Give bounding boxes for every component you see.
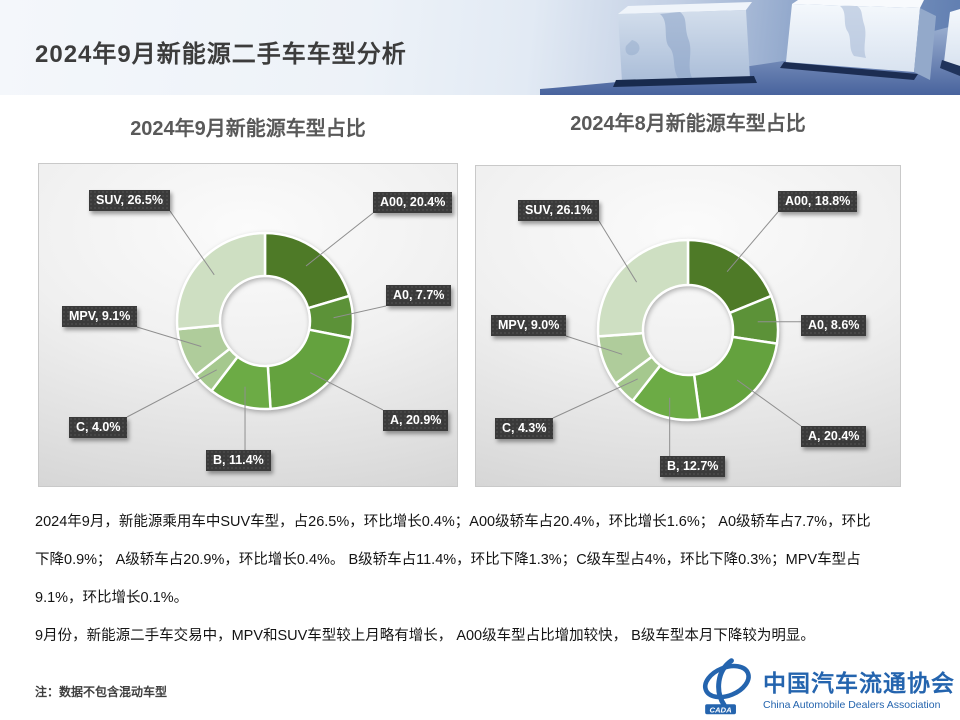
- slice-callout-C: C, 4.0%: [69, 417, 128, 438]
- cube-3: [940, 9, 960, 76]
- donut-slice-A00: [263, 231, 351, 310]
- chart-title-august: 2024年8月新能源车型占比: [570, 113, 806, 135]
- floor-shape: [540, 24, 960, 95]
- leader-line-C: [126, 369, 218, 418]
- leader-line-A00: [305, 212, 374, 267]
- cada-logo-mark-icon: CADA: [702, 658, 751, 714]
- footnote: 注：数据不包含混动车型: [35, 685, 168, 699]
- donut-slice-SUV: [175, 231, 267, 331]
- leader-line-SUV: [598, 220, 638, 283]
- slice-callout-A0: A0, 7.7%: [386, 285, 452, 306]
- leader-line-C: [552, 378, 638, 419]
- analysis-text: 2024年9月，新能源乘用车中SUV车型，占26.5%，环比增长0.4%；A00…: [35, 503, 937, 655]
- slice-callout-MPV: MPV, 9.0%: [491, 315, 567, 336]
- slice-callout-A: A, 20.9%: [383, 410, 449, 431]
- analysis-line-2: 下降0.9%； A级轿车占20.9%，环比增长0.4%。 B级轿车占11.4%，…: [35, 552, 861, 568]
- slice-callout-B: B, 12.7%: [660, 456, 726, 477]
- leader-line-SUV: [169, 210, 215, 276]
- header-banner: 2024年9月新能源二手车车型分析: [0, 0, 960, 95]
- slice-callout-C: C, 4.3%: [495, 418, 554, 439]
- cube-1: [613, 2, 757, 87]
- slice-callout-A00: A00, 18.8%: [778, 191, 858, 212]
- leader-line-A00: [726, 211, 779, 273]
- slice-callout-MPV: MPV, 9.1%: [62, 306, 138, 327]
- blue-cubes-graphic: [540, 0, 960, 95]
- donut-slice-SUV: [596, 238, 690, 338]
- donut-slice-A: [692, 335, 779, 421]
- donut-chart-september: A00, 20.4% A0, 7.7% A, 20.9% B, 11.4% C, 4.0…: [38, 163, 458, 487]
- slice-callout-A0: A0, 8.6%: [801, 315, 867, 336]
- slice-callout-A: A, 20.4%: [801, 426, 867, 447]
- analysis-line-1: 2024年9月，新能源乘用车中SUV车型，占26.5%，环比增长0.4%；A00…: [35, 514, 871, 530]
- logo-name-chinese: 中国汽车流通协会: [763, 670, 955, 696]
- analysis-line-4: 9月份，新能源二手车交易中，MPV和SUV车型较上月略有增长， A00级车型占比…: [35, 628, 815, 644]
- leader-line-A: [310, 372, 384, 411]
- leader-line-A0: [333, 305, 387, 319]
- logo-name-english: China Automobile Dealers Association: [763, 698, 941, 711]
- donut-chart-august: A00, 18.8% A0, 8.6% A, 20.4% B, 12.7% C, 4.3…: [475, 165, 901, 487]
- slice-callout-B: B, 11.4%: [206, 450, 271, 471]
- slice-callout-SUV: SUV, 26.1%: [518, 200, 599, 221]
- slice-callout-A00: A00, 20.4%: [373, 192, 453, 213]
- slice-callout-SUV: SUV, 26.5%: [89, 190, 170, 211]
- analysis-line-3: 9.1%，环比增长0.1%。: [35, 590, 189, 606]
- donut-slice-A: [266, 328, 353, 411]
- leader-line-MPV: [136, 326, 202, 347]
- cube-2: [780, 0, 936, 80]
- cada-mark-text: CADA: [709, 705, 731, 714]
- page-title: 2024年9月新能源二手车车型分析: [35, 41, 407, 68]
- cada-logo: CADA 中国汽车流通协会 China Automobile Dealers A…: [697, 657, 955, 717]
- chart-title-september: 2024年9月新能源车型占比: [130, 118, 366, 140]
- leader-line-A: [736, 379, 802, 427]
- leader-line-MPV: [565, 335, 623, 355]
